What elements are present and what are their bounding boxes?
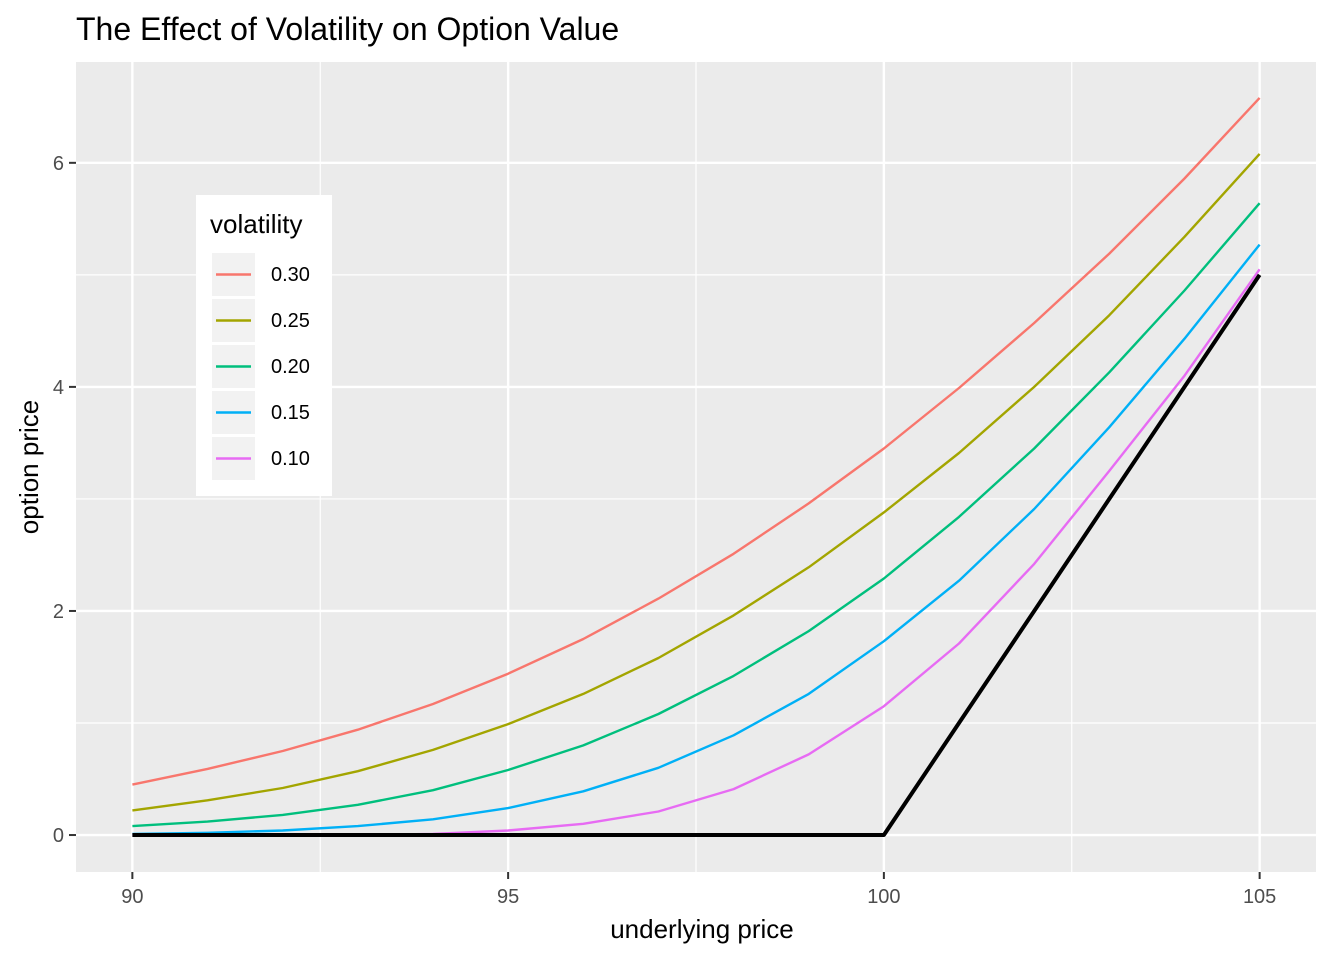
y-tick-label: 6 [53, 153, 64, 175]
y-axis-title: option price [14, 400, 44, 534]
legend-title: volatility [210, 209, 302, 239]
y-tick-label: 2 [53, 601, 64, 623]
series-line-0.20 [132, 202, 1261, 828]
chart-title: The Effect of Volatility on Option Value [76, 11, 619, 47]
legend-label: 0.20 [271, 356, 310, 378]
series-layer [132, 97, 1262, 837]
legend: volatility 0.30 0.25 0.20 0.15 0.10 [196, 195, 332, 496]
y-axis: 0 2 4 6 [53, 153, 76, 847]
series-line-intrinsic [132, 273, 1262, 837]
legend-label: 0.15 [271, 402, 310, 424]
series-line-0.15 [132, 243, 1261, 836]
x-tick-label: 105 [1243, 886, 1276, 908]
legend-label: 0.10 [271, 448, 310, 470]
x-tick-label: 95 [497, 886, 519, 908]
x-axis: 90 95 100 105 [121, 872, 1276, 908]
y-tick-label: 0 [53, 825, 64, 847]
series-line-0.25 [132, 153, 1261, 812]
series-line-0.30 [132, 97, 1261, 786]
x-axis-title: underlying price [610, 914, 794, 944]
legend-label: 0.30 [271, 264, 310, 286]
legend-label: 0.25 [271, 310, 310, 332]
x-tick-label: 90 [121, 886, 143, 908]
x-tick-label: 100 [867, 886, 900, 908]
y-tick-label: 4 [53, 377, 64, 399]
